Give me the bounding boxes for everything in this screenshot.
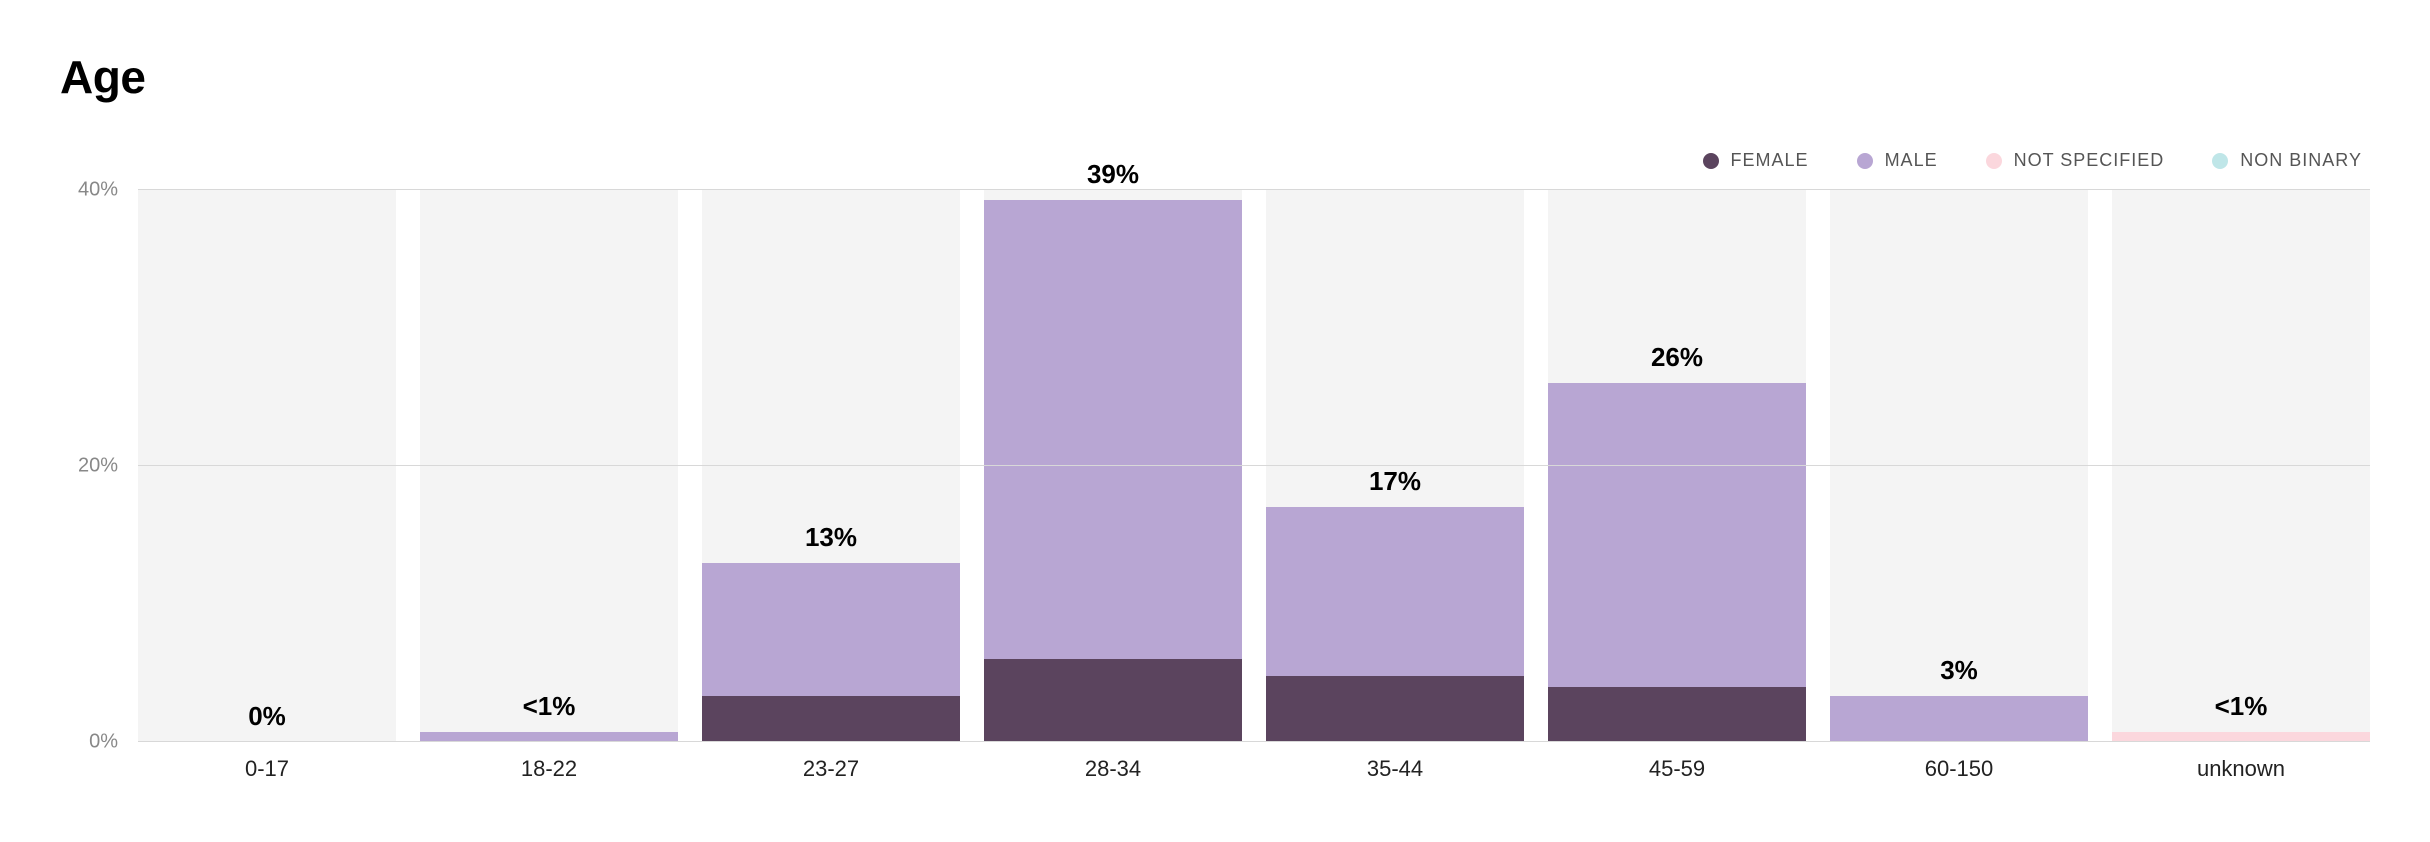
age-chart-panel: Age FEMALE MALE NOT SPECIFIED NON BINARY 0%… [0,0,2430,842]
legend-swatch-icon [1986,153,2002,169]
legend-label: MALE [1885,150,1938,171]
bar-segment-female[interactable] [984,659,1242,742]
gridline [138,189,2370,190]
legend-item-female[interactable]: FEMALE [1703,150,1809,171]
gridline [138,465,2370,466]
x-tick-label: 28-34 [984,742,1242,794]
bars-container: 0% <1% 13% 39% 17% 26% 3% <1% [138,190,2370,742]
bar-stack [1548,190,1806,742]
bar-value-label: 17% [1266,466,1524,497]
chart-title: Age [60,50,2370,104]
bar-value-label: <1% [420,691,678,722]
bar-value-label: 3% [1830,655,2088,686]
x-tick-label: 35-44 [1266,742,1524,794]
x-tick-label: 0-17 [138,742,396,794]
bar-value-label: 0% [138,701,396,732]
bar-column: 17% [1266,190,1524,742]
bar-column: <1% [420,190,678,742]
chart-area: 0%20%40% 0% <1% 13% 39% 17% 26% 3% <1% 0-17 18-2… [60,190,2370,794]
bar-segment-male[interactable] [702,563,960,697]
bar-value-label: <1% [2112,691,2370,722]
x-tick-label: 60-150 [1830,742,2088,794]
legend-swatch-icon [1857,153,1873,169]
chart-legend: FEMALE MALE NOT SPECIFIED NON BINARY [1703,150,2362,171]
x-tick-label: unknown [2112,742,2370,794]
bar-column: 0% [138,190,396,742]
bar-segment-female[interactable] [1548,687,1806,742]
bar-column: <1% [2112,190,2370,742]
bar-stack [420,190,678,742]
legend-label: NOT SPECIFIED [2014,150,2165,171]
bar-stack [2112,190,2370,742]
x-tick-label: 18-22 [420,742,678,794]
bar-segment-male[interactable] [1548,383,1806,687]
bar-value-label: 26% [1548,342,1806,373]
bar-stack [138,190,396,742]
legend-item-non_binary[interactable]: NON BINARY [2212,150,2362,171]
x-tick-label: 45-59 [1548,742,1806,794]
bar-column: 3% [1830,190,2088,742]
y-axis: 0%20%40% [60,190,124,742]
legend-item-not_specified[interactable]: NOT SPECIFIED [1986,150,2165,171]
bar-value-label: 13% [702,522,960,553]
bar-stack [984,190,1242,742]
bar-column: 26% [1548,190,1806,742]
legend-swatch-icon [1703,153,1719,169]
y-tick-label: 20% [78,455,118,478]
bar-segment-male[interactable] [1266,507,1524,675]
bar-segment-male[interactable] [1830,696,2088,742]
bar-segment-female[interactable] [1266,676,1524,742]
legend-item-male[interactable]: MALE [1857,150,1938,171]
plot-area: 0% <1% 13% 39% 17% 26% 3% <1% [138,190,2370,742]
y-tick-label: 40% [78,179,118,202]
legend-swatch-icon [2212,153,2228,169]
bar-segment-female[interactable] [702,696,960,742]
x-axis: 0-17 18-22 23-27 28-34 35-44 45-59 60-150 unkno… [138,742,2370,794]
bar-column: 13% [702,190,960,742]
legend-label: FEMALE [1731,150,1809,171]
bar-segment-male[interactable] [984,200,1242,660]
bar-stack [702,190,960,742]
bar-column: 39% [984,190,1242,742]
x-tick-label: 23-27 [702,742,960,794]
legend-label: NON BINARY [2240,150,2362,171]
bar-value-label: 39% [984,159,1242,190]
y-tick-label: 0% [89,731,118,754]
